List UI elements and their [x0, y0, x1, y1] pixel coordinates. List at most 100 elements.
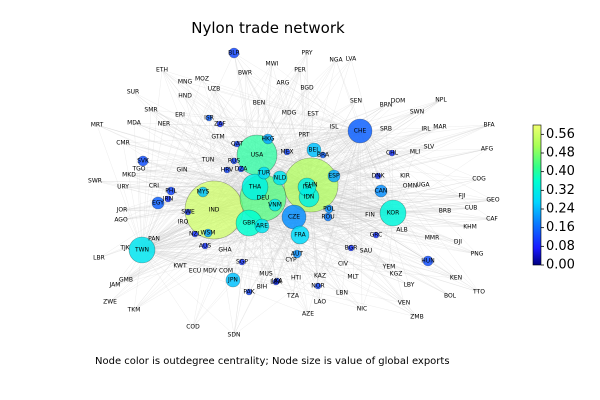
node-label-png: PNG: [471, 251, 484, 258]
trade-edge: [179, 222, 250, 267]
trade-edge: [359, 130, 371, 216]
node-label-lka: LKA: [271, 278, 283, 285]
trade-edge: [122, 142, 264, 199]
node-label-jpn: JPN: [227, 277, 238, 284]
node-label-bel: BEL: [308, 147, 320, 154]
node-label-tto: TTO: [472, 289, 485, 296]
node-label-jam: JAM: [109, 282, 121, 289]
trade-edge: [254, 186, 451, 297]
trade-edge: [233, 52, 361, 132]
node-nld: [272, 170, 288, 186]
trade-edge: [359, 130, 424, 186]
trade-edge: [161, 69, 361, 132]
node-label-can: CAN: [375, 188, 388, 195]
node-label-tjk: TJK: [119, 245, 130, 252]
trade-edge: [141, 88, 215, 251]
node-label-yem: YEM: [382, 264, 396, 271]
trade-edge: [293, 184, 424, 218]
node-tur: [257, 166, 271, 180]
trade-edge: [141, 249, 194, 328]
trade-edge: [290, 212, 394, 261]
trade-edge: [310, 184, 480, 293]
node-label-cub: CUB: [465, 205, 478, 212]
trade-edge: [254, 99, 442, 188]
trade-edge: [256, 104, 387, 156]
node-label-ner: NER: [158, 121, 170, 128]
trade-edge: [293, 195, 463, 218]
colorbar-tick-label: 0.56: [546, 127, 575, 142]
node-twn: [128, 236, 156, 264]
node-label-hkg: HKG: [261, 136, 274, 143]
node-hun: [422, 255, 434, 267]
node-label-est: EST: [307, 111, 319, 118]
trade-edge: [133, 122, 258, 156]
trade-edge: [141, 249, 405, 304]
trade-edge: [256, 154, 463, 197]
node-pol: [324, 204, 334, 214]
node-label-mus: MUS: [259, 271, 273, 278]
trade-edge: [248, 222, 405, 304]
trade-edge: [141, 52, 235, 251]
trade-edge: [248, 222, 354, 278]
node-label-vnm: VNM: [268, 202, 282, 209]
trade-edge: [122, 130, 361, 144]
trade-edge: [213, 58, 352, 211]
node-label-mmr: MMR: [425, 235, 440, 242]
trade-edge: [141, 72, 246, 251]
node-label-pol: POL: [323, 206, 335, 213]
node-label-tun: TUN: [201, 157, 215, 164]
node-label-tkm: TKM: [127, 307, 141, 314]
node-label-swr: SWR: [88, 178, 102, 185]
node-label-hti: HTI: [291, 275, 301, 282]
trade-edge: [161, 69, 312, 186]
trade-edge: [244, 72, 394, 214]
trade-edge: [141, 114, 181, 251]
node-irn: [164, 195, 172, 203]
node-label-ken: KEN: [450, 275, 462, 282]
node-label-dnk: DNK: [371, 173, 385, 180]
node-label-mex: MEX: [280, 149, 293, 156]
trade-edge: [293, 216, 457, 279]
trade-edge: [392, 212, 493, 220]
node-label-cri: CRI: [149, 183, 159, 190]
trade-edge: [233, 212, 394, 336]
node-label-fra: FRA: [294, 232, 306, 239]
node-label-sen: SEN: [350, 98, 362, 105]
trade-edge: [254, 186, 457, 279]
trade-edge: [256, 148, 488, 156]
colorbar-tick-label: 0.40: [546, 164, 575, 179]
node-chl: [388, 149, 396, 157]
trade-edge: [132, 91, 256, 188]
trade-edge: [184, 95, 394, 214]
node-rus: [230, 157, 238, 165]
node-label-moz: MOZ: [195, 76, 209, 83]
node-nzl: [191, 230, 199, 238]
node-label-dji: DJI: [454, 239, 462, 246]
node-vnm: [268, 198, 282, 212]
node-grc: [372, 231, 380, 239]
trade-edge: [292, 212, 394, 297]
trade-edge: [359, 130, 494, 201]
node-label-brb: BRB: [439, 208, 451, 215]
trade-edge: [359, 99, 442, 132]
node-label-kwt: KWT: [173, 263, 187, 270]
node-label-mdg: MDG: [282, 110, 297, 117]
trade-edge: [141, 234, 301, 251]
trade-edge: [310, 178, 480, 186]
node-label-irl: IRL: [421, 126, 431, 133]
node-label-gbr: GBR: [243, 220, 256, 227]
node-label-pry: PRY: [301, 50, 312, 57]
node-qat: [233, 140, 241, 148]
node-label-slv: SLV: [424, 144, 435, 151]
node-label-lao: LAO: [314, 299, 326, 306]
trade-edge: [248, 222, 363, 310]
trade-edge: [150, 109, 361, 132]
node-label-usa: USA: [251, 152, 264, 159]
trade-edge: [359, 130, 463, 197]
trade-edge: [317, 130, 361, 287]
node-label-deu: DEU: [257, 195, 270, 202]
trade-edge: [109, 154, 258, 303]
node-label-mwi: MWI: [266, 61, 279, 68]
node-label-nor: NOR: [311, 283, 324, 290]
trade-edge: [150, 109, 312, 186]
